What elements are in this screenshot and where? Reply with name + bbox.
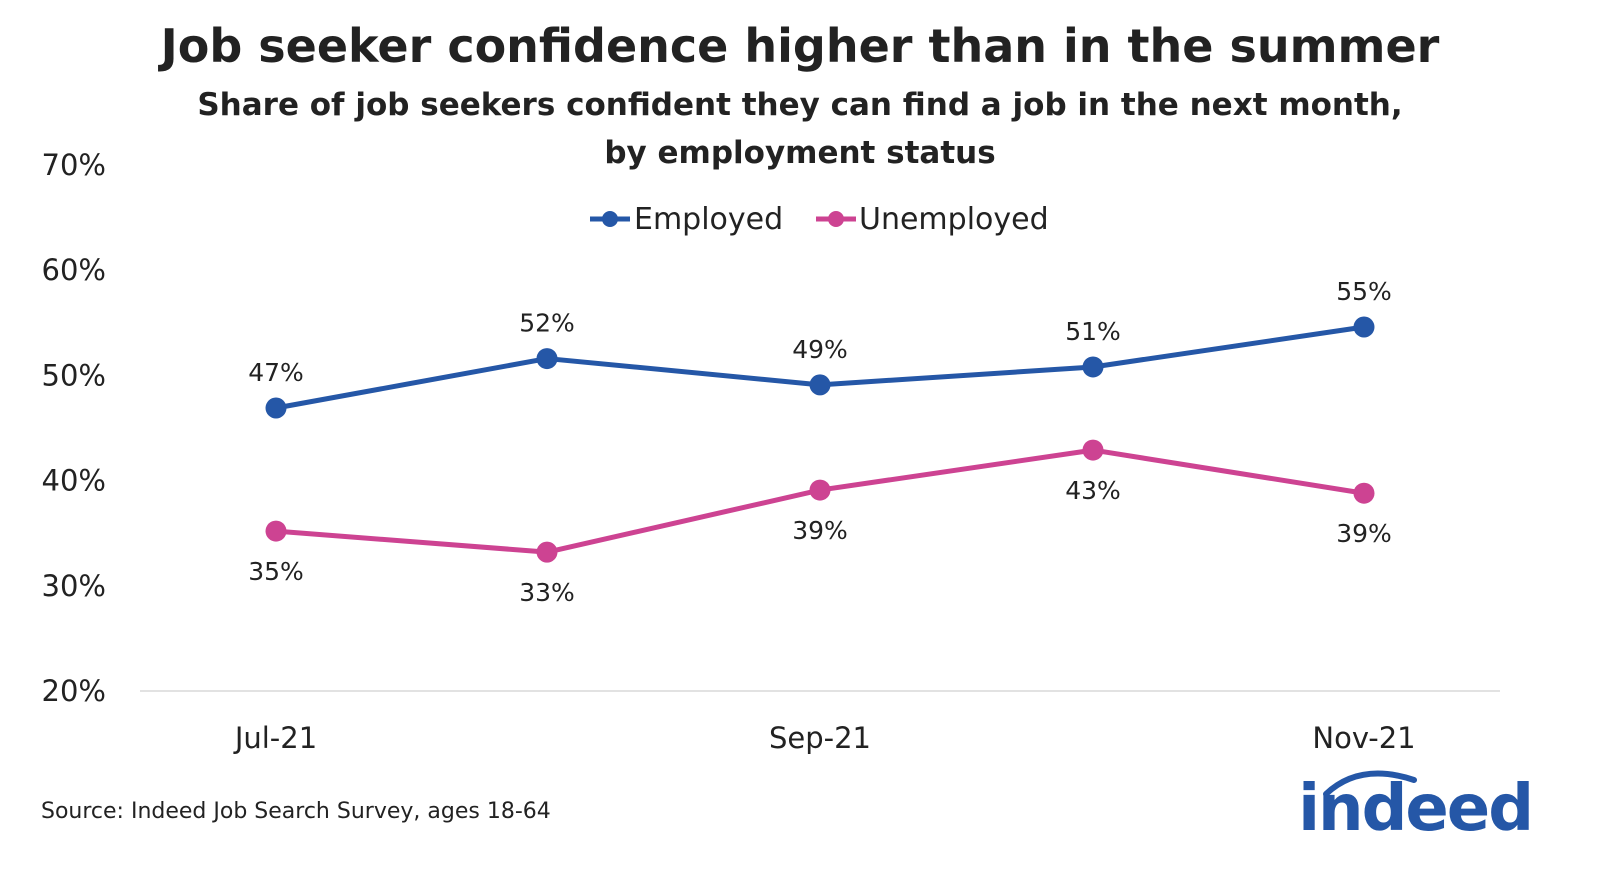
y-tick-label: 60% [42,253,106,287]
data-label: 43% [1065,476,1121,505]
data-label: 49% [792,335,848,364]
data-point [809,479,831,501]
data-label: 47% [248,358,304,387]
data-label: 39% [792,516,848,545]
legend-item: Unemployed [816,202,1049,237]
data-label: 55% [1336,277,1392,306]
y-tick-label: 30% [42,569,106,603]
data-label: 35% [248,557,304,586]
legend-item: Employed [590,202,783,237]
data-point [1082,356,1104,378]
series-unemployed: 35% 33% 39% 43% 39% [248,439,1392,607]
legend-label: Employed [634,202,783,237]
data-point [1082,439,1104,461]
source-note: Source: Indeed Job Search Survey, ages 1… [41,799,551,824]
y-tick-label: 70% [42,148,106,182]
data-point [809,374,831,396]
legend-label: Unemployed [859,202,1049,237]
x-axis: Jul-21 Sep-21 Nov-21 [140,690,1500,755]
legend-swatch-marker [602,211,618,227]
series-employed: 47% 52% 49% 51% 55% [248,277,1392,419]
chart-subtitle-line-2: by employment status [604,135,995,171]
y-tick-label: 40% [42,464,106,498]
logo-wordmark: indeed [1298,772,1532,846]
data-label: 33% [519,578,575,607]
data-point [1353,482,1375,504]
chart-title: Job seeker confidence higher than in the… [158,19,1440,73]
x-tick-label: Nov-21 [1312,721,1415,755]
data-label: 39% [1336,519,1392,548]
x-tick-label: Sep-21 [769,721,871,755]
data-point [536,541,558,563]
data-point [1353,316,1375,338]
logo-swoosh-icon [1323,770,1417,797]
y-tick-label: 20% [42,674,106,708]
legend: Employed Unemployed [590,202,1049,237]
y-axis: 20% 30% 40% 50% 60% 70% [42,148,106,708]
chart-subtitle-line-1: Share of job seekers confident they can … [197,87,1402,123]
y-tick-label: 50% [42,358,106,392]
data-point [536,348,558,370]
data-point [265,397,287,419]
data-label: 51% [1065,317,1121,346]
series-layer: 47% 52% 49% 51% 55% 35% 33% 39% 43% 39% [248,277,1392,607]
legend-swatch-marker [828,211,844,227]
x-tick-label: Jul-21 [233,721,317,755]
data-label: 52% [519,309,575,338]
data-point [265,520,287,542]
indeed-logo: indeed [1298,770,1534,846]
